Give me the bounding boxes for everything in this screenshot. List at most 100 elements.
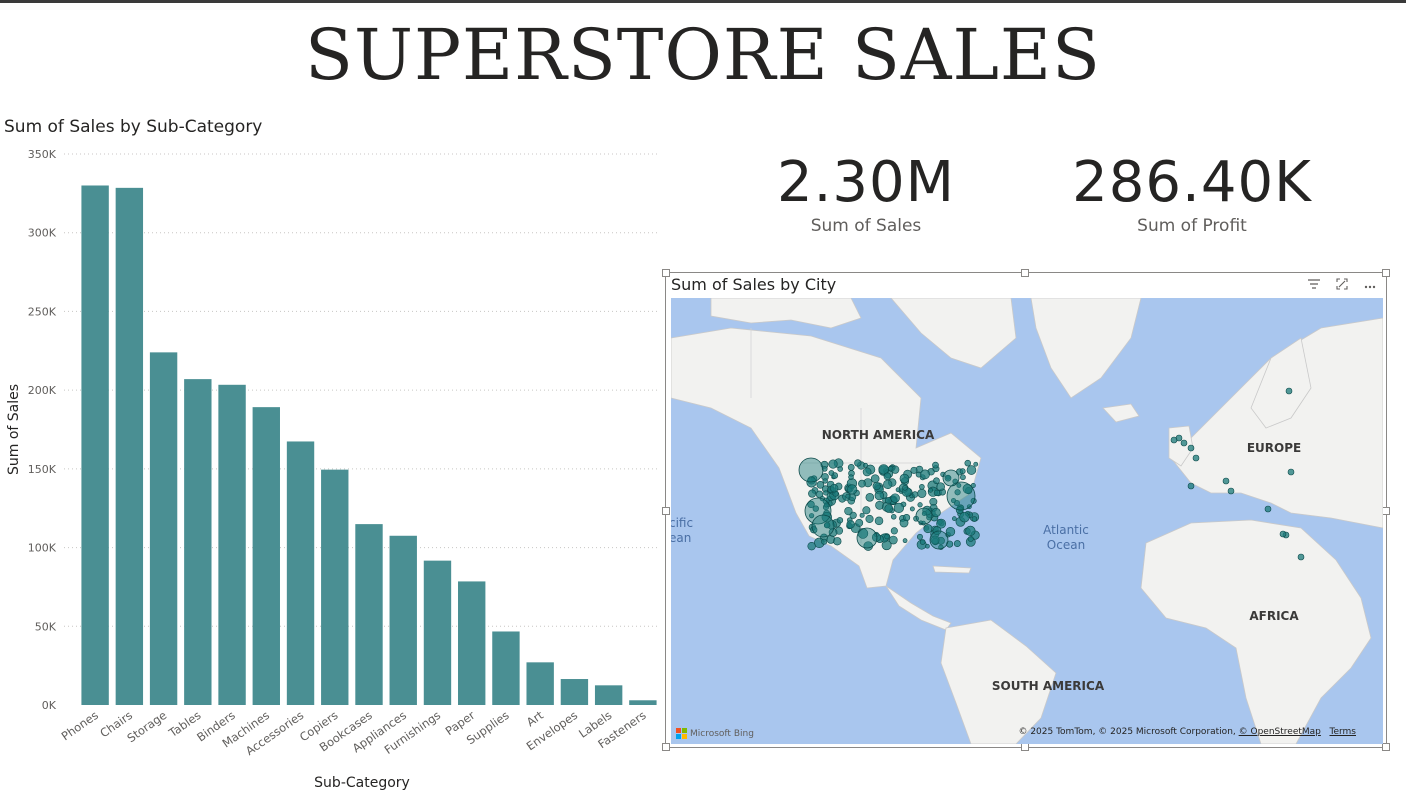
city-bubble[interactable]	[837, 466, 843, 472]
city-bubble[interactable]	[874, 516, 884, 526]
city-bubble[interactable]	[884, 533, 890, 540]
city-bubble[interactable]	[917, 502, 923, 508]
city-bubble[interactable]	[930, 535, 940, 545]
city-bubble[interactable]	[874, 490, 885, 501]
city-bubble[interactable]	[809, 513, 815, 519]
resize-handle[interactable]	[1382, 743, 1390, 751]
city-bubble[interactable]	[1279, 530, 1287, 538]
city-bubble[interactable]	[828, 459, 838, 469]
city-bubble[interactable]	[910, 466, 918, 474]
city-bubble[interactable]	[829, 484, 839, 493]
bar[interactable]	[81, 185, 109, 705]
city-bubble[interactable]	[862, 467, 872, 477]
city-bubble[interactable]	[954, 489, 961, 496]
bar[interactable]	[184, 379, 212, 705]
bar[interactable]	[389, 535, 417, 705]
resize-handle[interactable]	[662, 269, 670, 277]
resize-handle[interactable]	[1382, 269, 1390, 277]
city-bubble[interactable]	[967, 535, 974, 542]
city-bubble[interactable]	[933, 489, 941, 497]
city-bubble-large[interactable]	[942, 469, 960, 487]
city-bubble[interactable]	[893, 502, 905, 514]
city-sales-map[interactable]: NORTH AMERICA EUROPE AFRICA SOUTH AMERICA At…	[671, 298, 1383, 744]
city-bubble[interactable]	[833, 537, 842, 546]
city-bubble[interactable]	[824, 522, 831, 529]
city-bubble[interactable]	[1285, 387, 1293, 395]
resize-handle[interactable]	[1382, 507, 1390, 515]
city-bubble[interactable]	[909, 506, 915, 512]
bar[interactable]	[629, 700, 657, 705]
bar[interactable]	[526, 662, 554, 705]
city-bubble[interactable]	[1187, 482, 1195, 490]
city-bubble[interactable]	[845, 493, 851, 499]
resize-handle[interactable]	[662, 507, 670, 515]
bar[interactable]	[458, 581, 486, 705]
city-bubble[interactable]	[888, 465, 894, 472]
city-bubble[interactable]	[923, 524, 933, 534]
city-bubble[interactable]	[944, 474, 952, 482]
city-bubble[interactable]	[965, 525, 976, 536]
more-options-icon[interactable]	[1362, 278, 1378, 294]
resize-handle[interactable]	[1021, 269, 1029, 277]
city-bubble-large[interactable]	[798, 457, 824, 483]
city-bubble-large[interactable]	[915, 507, 933, 525]
city-bubble[interactable]	[828, 470, 835, 476]
city-bubble[interactable]	[816, 481, 825, 489]
city-bubble[interactable]	[917, 488, 927, 498]
kpi-card-sales[interactable]: 2.30M Sum of Sales	[716, 150, 1016, 236]
city-bubble[interactable]	[854, 459, 862, 467]
city-bubble[interactable]	[821, 538, 828, 545]
city-bubble[interactable]	[807, 541, 816, 551]
city-bubble[interactable]	[1180, 439, 1188, 447]
city-bubble[interactable]	[928, 487, 933, 493]
city-bubble[interactable]	[844, 506, 853, 516]
bar[interactable]	[355, 524, 383, 705]
city-bubble[interactable]	[911, 491, 919, 498]
city-bubble[interactable]	[966, 465, 977, 475]
city-bubble-large[interactable]	[929, 530, 949, 550]
city-bubble[interactable]	[858, 479, 866, 488]
resize-handle[interactable]	[1021, 743, 1029, 751]
city-bubble[interactable]	[959, 511, 970, 523]
city-bubble[interactable]	[883, 479, 893, 490]
city-bubble[interactable]	[1264, 505, 1272, 513]
city-bubble[interactable]	[862, 506, 871, 515]
city-bubble[interactable]	[960, 474, 966, 481]
city-bubble[interactable]	[823, 502, 829, 508]
city-bubble[interactable]	[925, 543, 930, 549]
city-bubble-large[interactable]	[811, 514, 835, 538]
city-bubble[interactable]	[902, 485, 908, 491]
bar[interactable]	[423, 560, 452, 705]
resize-handle[interactable]	[662, 743, 670, 751]
city-bubble[interactable]	[863, 462, 869, 468]
city-bubble[interactable]	[956, 483, 962, 488]
focus-mode-icon[interactable]	[1334, 278, 1350, 294]
city-bubble[interactable]	[888, 535, 898, 545]
city-bubble[interactable]	[932, 461, 939, 469]
bar[interactable]	[115, 187, 144, 705]
city-bubble[interactable]	[899, 473, 910, 484]
city-bubble[interactable]	[1227, 487, 1235, 495]
city-bubble[interactable]	[936, 482, 945, 492]
city-bubble[interactable]	[848, 474, 854, 480]
city-bubble[interactable]	[807, 500, 815, 509]
city-bubble-large[interactable]	[804, 497, 832, 525]
city-bubble[interactable]	[902, 538, 908, 544]
city-bubble[interactable]	[919, 539, 926, 545]
filter-icon[interactable]	[1306, 278, 1322, 294]
city-bubble[interactable]	[970, 483, 976, 488]
city-bubble[interactable]	[847, 463, 855, 471]
city-bubble[interactable]	[859, 512, 865, 518]
bar[interactable]	[149, 352, 178, 705]
city-bubble[interactable]	[883, 472, 892, 481]
city-bubble[interactable]	[828, 528, 838, 537]
city-bubble[interactable]	[865, 493, 875, 502]
city-bubble[interactable]	[950, 497, 957, 504]
city-bubble[interactable]	[936, 518, 947, 529]
city-bubble[interactable]	[970, 497, 977, 504]
city-bubble[interactable]	[808, 489, 817, 498]
city-bubble[interactable]	[952, 516, 957, 521]
sales-by-subcategory-chart[interactable]: 0K50K100K150K200K250K300K350KPhonesChair…	[0, 140, 665, 791]
city-bubble[interactable]	[1287, 468, 1295, 476]
bar[interactable]	[286, 441, 315, 705]
